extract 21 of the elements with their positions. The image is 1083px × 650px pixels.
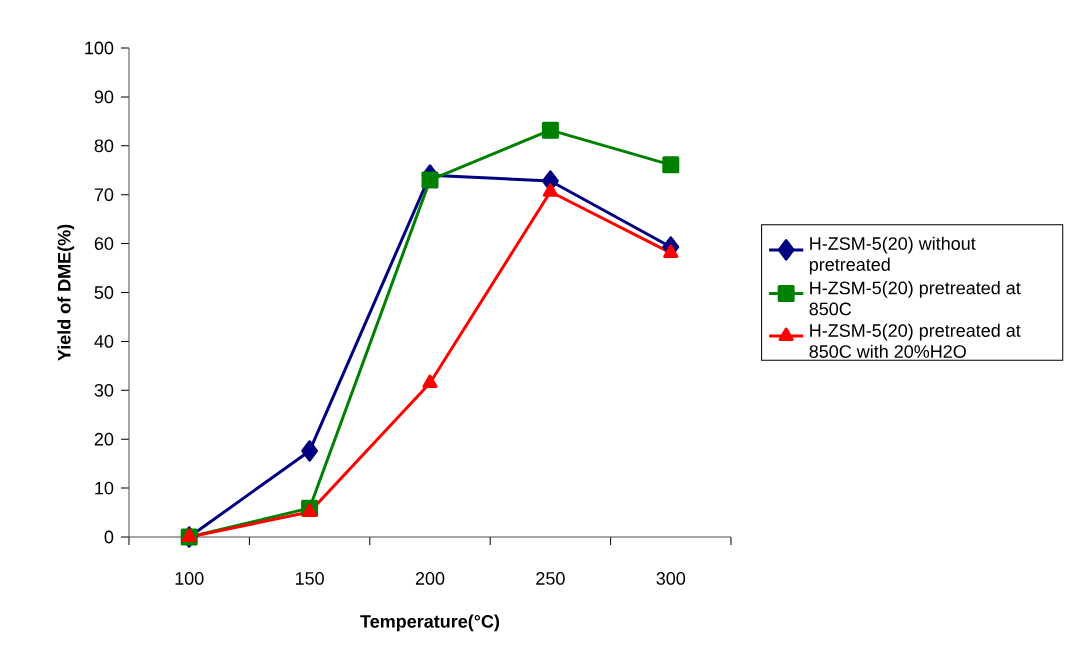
x-tick-label: 300 <box>656 572 686 585</box>
y-tick-label: 0 <box>104 530 114 544</box>
x-tick-label: 250 <box>536 572 565 585</box>
y-tick-label: 30 <box>94 383 114 397</box>
legend-label: H-ZSM-5(20) pretreated at 850C with 20%H2O <box>809 323 1021 358</box>
x-tick-label: 200 <box>415 572 445 585</box>
x-tick-label: 100 <box>175 572 204 585</box>
y-tick-label: 100 <box>85 41 114 55</box>
y-tick-label: 50 <box>94 286 114 299</box>
legend-label: H-ZSM-5(20) pretreated at 850C <box>809 281 1021 316</box>
legend-label: H-ZSM-5(20) without pretreated <box>809 236 976 275</box>
y-tick-label: 70 <box>94 188 114 202</box>
y-axis-title: Yield of DME(%) <box>57 224 75 361</box>
y-tick-label: 80 <box>94 139 114 153</box>
x-tick-label: 150 <box>295 572 324 585</box>
x-axis-title: Temperature(°C) <box>360 614 500 632</box>
y-tick-label: 10 <box>95 481 114 495</box>
y-tick-label: 40 <box>94 335 114 348</box>
y-tick-label: 20 <box>94 432 114 446</box>
y-tick-label: 60 <box>94 237 114 250</box>
y-tick-label: 90 <box>94 90 114 104</box>
